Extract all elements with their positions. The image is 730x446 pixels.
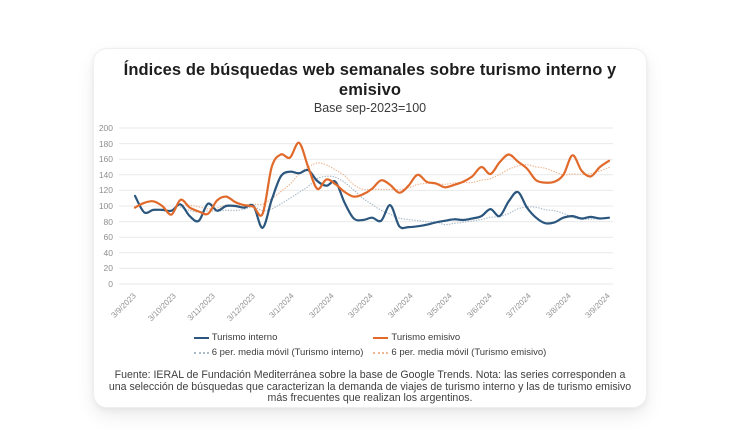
series-line-turismo-interno	[133, 168, 611, 230]
legend: Turismo interno Turismo emisivo 6 per. m…	[94, 332, 646, 358]
y-tick-label: 40	[103, 247, 113, 258]
y-tick-label: 140	[98, 169, 113, 180]
legend-item-media-movil-emisivo: 6 per. media móvil (Turismo emisivo)	[373, 347, 546, 358]
y-tick-label: 120	[98, 185, 113, 196]
series-line-turismo-emisivo	[133, 141, 611, 217]
y-tick-label: 0	[108, 279, 113, 289]
y-tick-label: 200	[98, 123, 113, 133]
y-tick-label: 60	[103, 232, 113, 243]
source-note: Fuente: IERAL de Fundación Mediterránea …	[108, 369, 632, 405]
chart-subtitle: Base sep-2023=100	[313, 101, 427, 115]
y-tick-label: 160	[98, 154, 113, 165]
chart-card: Índices de búsquedas web semanales sobre…	[93, 48, 647, 408]
legend-item-turismo-emisivo: Turismo emisivo	[373, 332, 546, 343]
legend-label: Turismo emisivo	[391, 332, 461, 343]
legend-label: 6 per. media móvil (Turismo interno)	[211, 347, 364, 358]
y-tick-label: 20	[103, 263, 113, 274]
plot-svg	[119, 127, 613, 285]
turismo-interno-line-swatch	[193, 336, 209, 339]
y-tick-label: 80	[103, 216, 113, 227]
chart-title: Índices de búsquedas web semanales sobre…	[123, 61, 617, 100]
media-movil-interno-line-swatch	[193, 351, 209, 354]
turismo-emisivo-line-swatch	[373, 336, 389, 339]
y-tick-label: 180	[98, 138, 113, 149]
legend-label: 6 per. media móvil (Turismo emisivo)	[391, 347, 547, 358]
y-axis: 0 20 40 60 80 100 120 140 160 180 200	[94, 123, 113, 292]
series-line-6-per-media-m-vil-turismo-emisivo-	[179, 162, 610, 210]
y-tick-label: 100	[98, 201, 113, 211]
legend-label: Turismo interno	[211, 332, 278, 343]
chart-plot-area: 0 20 40 60 80 100 120 140 160 180 200 3/9/2023 3/10…	[94, 123, 646, 329]
legend-item-turismo-interno: Turismo interno	[193, 332, 364, 343]
legend-item-media-movil-interno: 6 per. media móvil (Turismo interno)	[193, 347, 364, 358]
media-movil-emisivo-line-swatch	[373, 351, 389, 354]
